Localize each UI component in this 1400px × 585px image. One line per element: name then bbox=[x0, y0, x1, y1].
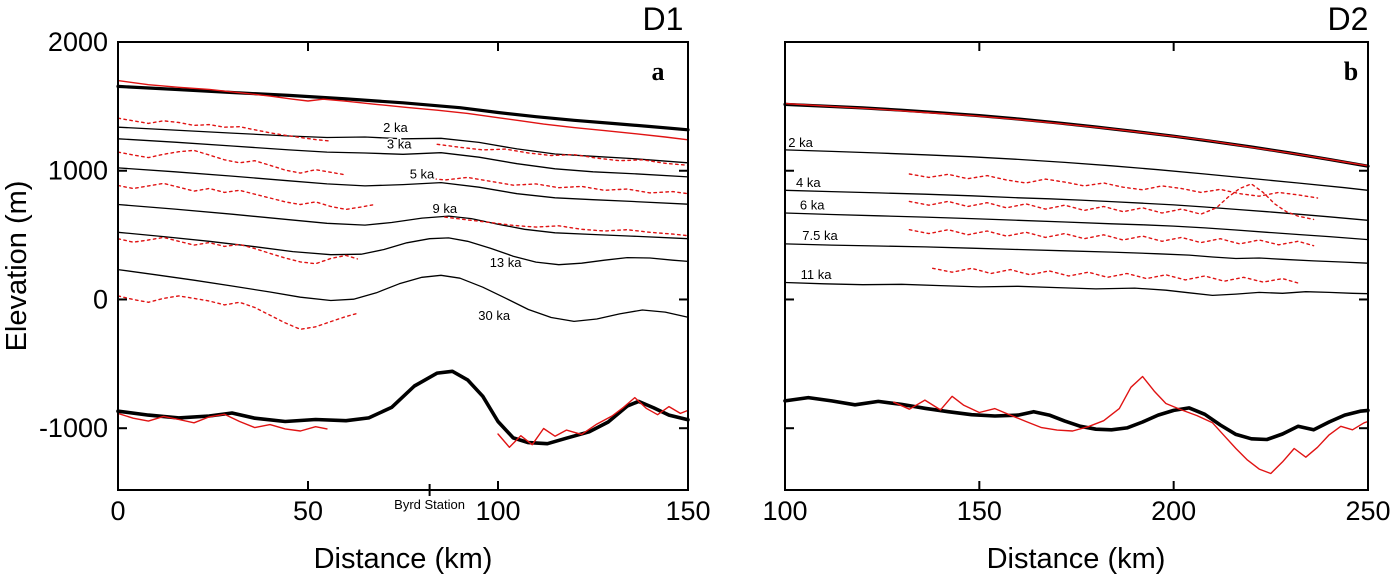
panel-d1-letter: a bbox=[652, 57, 665, 86]
plot-frame bbox=[784, 41, 1369, 491]
d1-surface-observed bbox=[117, 79, 689, 141]
d1-observed-layer-3 bbox=[117, 182, 689, 237]
x-tick-label: 200 bbox=[1151, 496, 1196, 526]
panel-d1-title: D1 bbox=[643, 1, 684, 37]
isochrone-age-label: 13 ka bbox=[490, 255, 523, 270]
x-tick-label: 100 bbox=[762, 496, 807, 526]
isochrone-age-label: 6 ka bbox=[800, 197, 825, 212]
x-tick-label: 0 bbox=[110, 496, 125, 526]
d2-isochrone-11ka-model bbox=[784, 281, 1369, 297]
d1-bed-observed bbox=[117, 396, 689, 448]
d1-bed-model bbox=[116, 369, 690, 446]
x-axis-label-d1: Distance (km) bbox=[314, 543, 493, 575]
plot-frame bbox=[117, 41, 689, 491]
isochrone-age-label: 11 ka bbox=[801, 267, 833, 282]
d2-observed-layer-3 bbox=[908, 229, 1315, 247]
x-tick-label: 150 bbox=[665, 496, 710, 526]
isochrone-age-label: 30 ka bbox=[478, 308, 511, 323]
y-tick-label: -1000 bbox=[39, 413, 108, 443]
d2-observed-layer-4 bbox=[932, 267, 1299, 284]
d1-isochrone-30ka-model bbox=[117, 268, 689, 323]
d2-isochrone-6ka-model bbox=[784, 212, 1369, 241]
isochrone-age-label: 5 ka bbox=[410, 167, 435, 182]
panel-d2: 100 150 200 250 2 ka 4 ka 6 ka 7.5 ka 11 ka bbox=[762, 41, 1391, 526]
d2-isochrone-2ka-model bbox=[784, 149, 1369, 191]
x-tick-label: 250 bbox=[1345, 496, 1390, 526]
d2-surface-observed bbox=[784, 102, 1369, 167]
isochrone-age-label: 7.5 ka bbox=[802, 228, 838, 243]
d2-bed-observed bbox=[893, 375, 1369, 475]
d2-observed-layer-1 bbox=[908, 173, 1319, 199]
y-axis-label: Elevation (m) bbox=[1, 181, 33, 352]
x-tick-label: 50 bbox=[293, 496, 323, 526]
isochrone-age-label: 4 ka bbox=[796, 175, 821, 190]
isochrone-age-label: 3 ka bbox=[387, 137, 412, 152]
d2-bed-model bbox=[783, 395, 1370, 442]
d1-observed-layer-2 bbox=[117, 149, 689, 195]
d2-isochrone-4ka-model bbox=[784, 189, 1369, 221]
isochrone-age-label: 2 ka bbox=[788, 135, 813, 150]
isochrone-age-label: 2 ka bbox=[383, 120, 408, 135]
panel-d1: 0 50 100 150 2000 1000 0 -1000 Byrd Station 2 ka 3… bbox=[39, 27, 711, 526]
y-tick-label: 1000 bbox=[48, 156, 108, 186]
isochrone-age-label: 9 ka bbox=[433, 201, 458, 216]
panel-d2-title: D2 bbox=[1328, 1, 1369, 37]
panel-d2-letter: b bbox=[1344, 57, 1358, 86]
d1-observed-layer-1 bbox=[117, 117, 689, 166]
chart-render-root: 0 50 100 150 2000 1000 0 -1000 Byrd Station 2 ka 3… bbox=[39, 27, 1391, 526]
x-tick-label: 150 bbox=[957, 496, 1002, 526]
d1-observed-layer-5 bbox=[117, 295, 359, 330]
d1-observed-layer-4 bbox=[117, 236, 359, 265]
d2-observed-layer-2 bbox=[908, 183, 1315, 221]
d2-isochrone-7p5ka-model bbox=[784, 243, 1369, 264]
d1-isochrone-3ka-model bbox=[117, 138, 689, 178]
x-axis-label-d2: Distance (km) bbox=[987, 543, 1166, 575]
byrd-station-label: Byrd Station bbox=[394, 497, 465, 512]
d2-surface-model bbox=[783, 102, 1370, 168]
d1-isochrone-13ka-model bbox=[117, 231, 689, 266]
y-tick-label: 2000 bbox=[48, 27, 108, 57]
y-tick-label: 0 bbox=[93, 284, 108, 314]
x-tick-label: 100 bbox=[475, 496, 520, 526]
d1-isochrone-5ka-model bbox=[117, 167, 689, 205]
d1-isochrone-9ka-model bbox=[117, 203, 689, 240]
